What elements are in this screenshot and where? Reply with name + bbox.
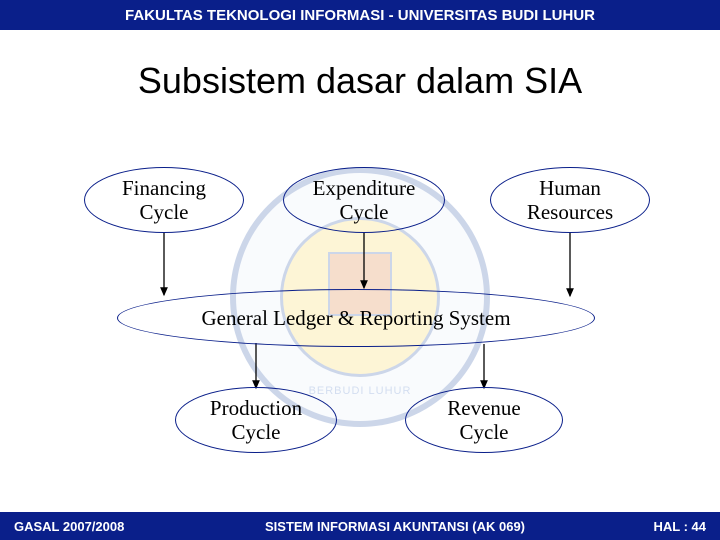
node-expenditure-cycle: ExpenditureCycle — [283, 167, 445, 233]
footer-right: HAL : 44 — [620, 519, 720, 534]
node-label: FinancingCycle — [122, 176, 206, 224]
slide-title: Subsistem dasar dalam SIA — [0, 60, 720, 102]
node-label: HumanResources — [527, 176, 613, 224]
node-label: General Ledger & Reporting System — [201, 306, 510, 330]
header-text: FAKULTAS TEKNOLOGI INFORMASI - UNIVERSIT… — [125, 7, 595, 24]
footer-bar: GASAL 2007/2008 SISTEM INFORMASI AKUNTAN… — [0, 512, 720, 540]
node-human-resources: HumanResources — [490, 167, 650, 233]
node-production-cycle: ProductionCycle — [175, 387, 337, 453]
node-general-ledger: General Ledger & Reporting System — [117, 289, 595, 347]
node-revenue-cycle: RevenueCycle — [405, 387, 563, 453]
node-label: ExpenditureCycle — [313, 176, 416, 224]
node-financing-cycle: FinancingCycle — [84, 167, 244, 233]
node-label: RevenueCycle — [447, 396, 520, 444]
header-bar: FAKULTAS TEKNOLOGI INFORMASI - UNIVERSIT… — [0, 0, 720, 30]
footer-left: GASAL 2007/2008 — [0, 519, 170, 534]
node-label: ProductionCycle — [210, 396, 302, 444]
footer-center: SISTEM INFORMASI AKUNTANSI (AK 069) — [170, 519, 620, 534]
